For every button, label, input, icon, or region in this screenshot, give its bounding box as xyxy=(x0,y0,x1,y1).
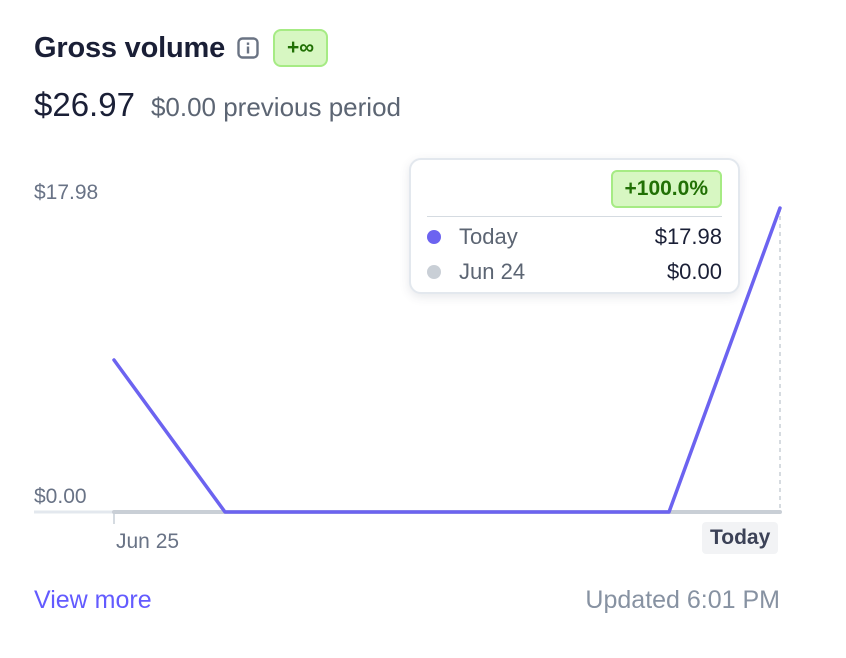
y-tick-min: $0.00 xyxy=(34,485,87,508)
x-tick-start: Jun 25 xyxy=(116,530,180,553)
updated-timestamp: Updated 6:01 PM xyxy=(585,586,780,614)
tooltip-value: $0.00 xyxy=(666,259,722,284)
tooltip-row-today: Today $17.98 xyxy=(427,222,722,252)
total-amount: $26.97 xyxy=(34,86,135,123)
tooltip-divider xyxy=(427,216,722,217)
y-tick-max: $17.98 xyxy=(34,181,99,204)
x-tick-today: Today xyxy=(702,522,779,554)
card-title: Gross volume xyxy=(34,31,225,64)
delta-badge: +∞ xyxy=(273,29,329,67)
previous-period: $0.00 previous period xyxy=(150,92,401,122)
tooltip-label: Jun 24 xyxy=(459,259,526,284)
series-dot-icon xyxy=(427,265,441,279)
series-dot-icon xyxy=(427,230,441,244)
chart-tooltip: +100.0% Today $17.98 Jun 24 $0.00 xyxy=(409,158,740,294)
view-more-link[interactable]: View more xyxy=(34,586,152,614)
card-header: Gross volume +∞ xyxy=(34,28,329,68)
info-icon[interactable] xyxy=(237,37,259,59)
series-line-current xyxy=(112,206,782,514)
tooltip-value: $17.98 xyxy=(654,224,722,249)
tooltip-row-previous: Jun 24 $0.00 xyxy=(427,257,722,287)
amount-row: $26.97 $0.00 previous period xyxy=(34,86,401,124)
tooltip-change-badge: +100.0% xyxy=(610,170,722,208)
tooltip-label: Today xyxy=(459,224,518,249)
